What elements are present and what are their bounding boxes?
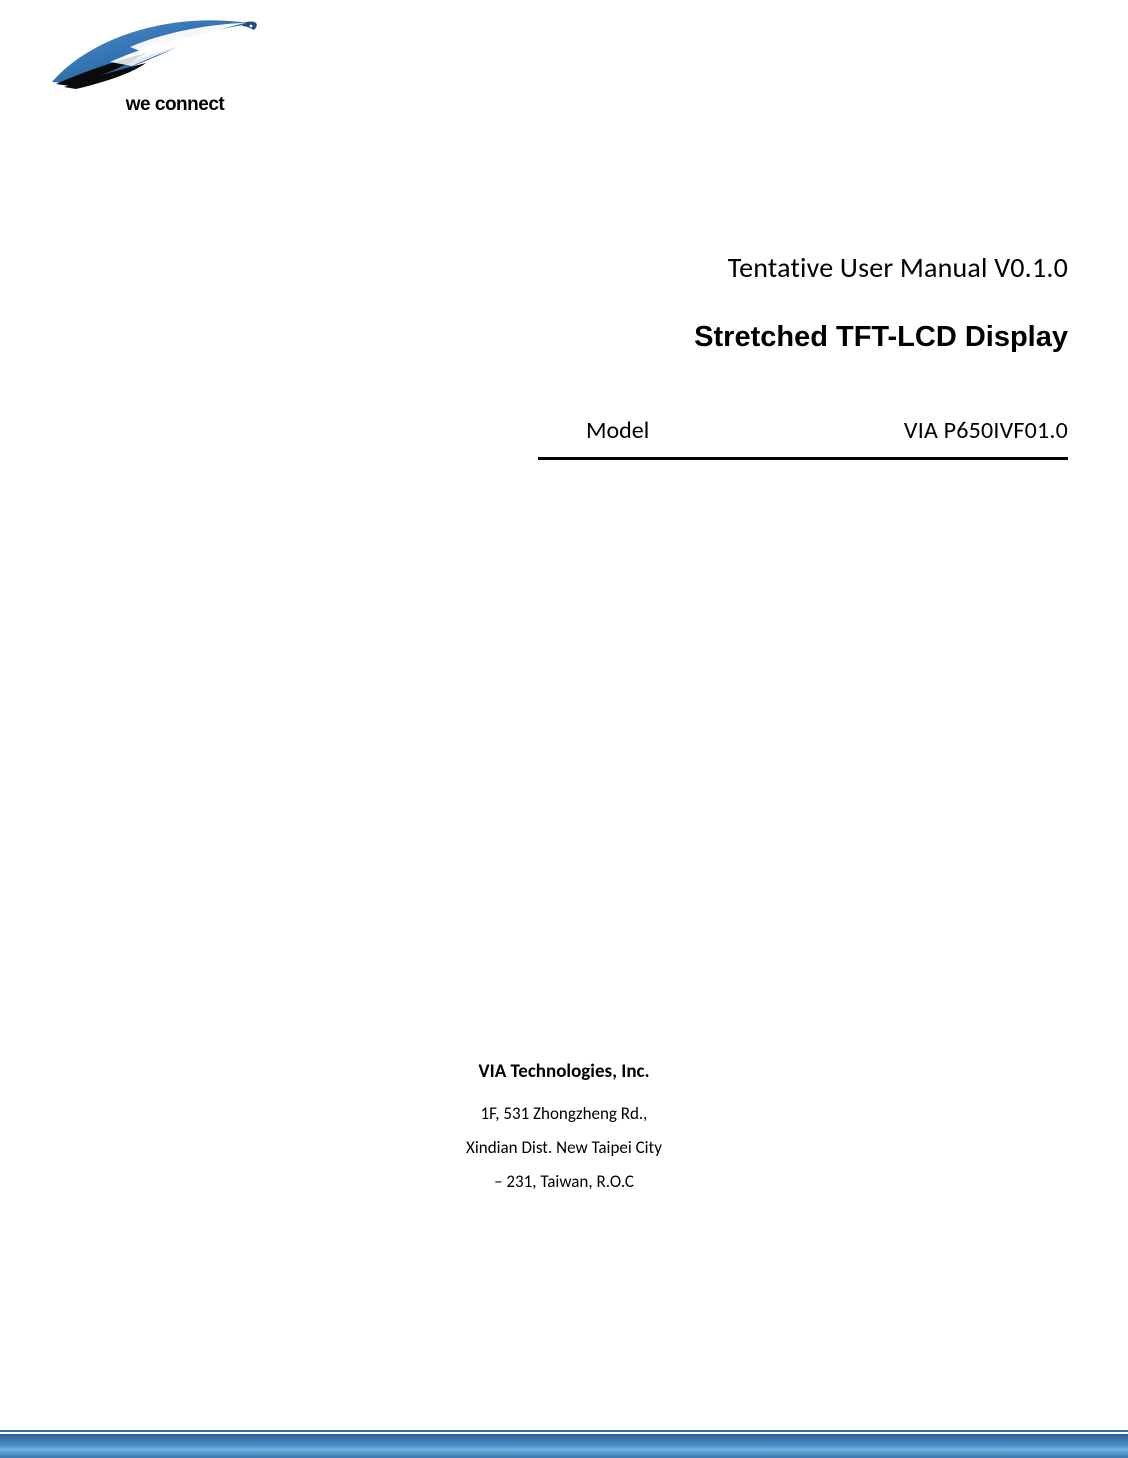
product-title-text: Stretched TFT-LCD Display bbox=[538, 321, 1068, 354]
address-line-1: 1F, 531 Zhongzheng Rd., bbox=[0, 1097, 1128, 1131]
logo-tagline: we connect bbox=[50, 94, 260, 116]
title-block: Tentative User Manual V0.1.0 Stretched T… bbox=[538, 250, 1068, 460]
footer-hairline bbox=[0, 1430, 1128, 1432]
model-label: Model bbox=[538, 416, 649, 445]
via-logo-icon bbox=[50, 20, 260, 90]
company-block: VIA Technologies, Inc. 1F, 531 Zhongzhen… bbox=[0, 1060, 1128, 1199]
manual-version-text: Tentative User Manual V0.1.0 bbox=[538, 250, 1068, 285]
company-name: VIA Technologies, Inc. bbox=[0, 1060, 1128, 1083]
model-row: Model VIA P650IVF01.0 bbox=[538, 416, 1068, 460]
address-line-2: Xindian Dist. New Taipei City bbox=[0, 1131, 1128, 1165]
logo-block: we connect bbox=[50, 20, 260, 116]
footer-bar bbox=[0, 1434, 1128, 1458]
document-page: we connect Tentative User Manual V0.1.0 … bbox=[0, 0, 1128, 1458]
model-number: VIA P650IVF01.0 bbox=[904, 416, 1068, 445]
address-line-3: – 231, Taiwan, R.O.C bbox=[0, 1165, 1128, 1199]
